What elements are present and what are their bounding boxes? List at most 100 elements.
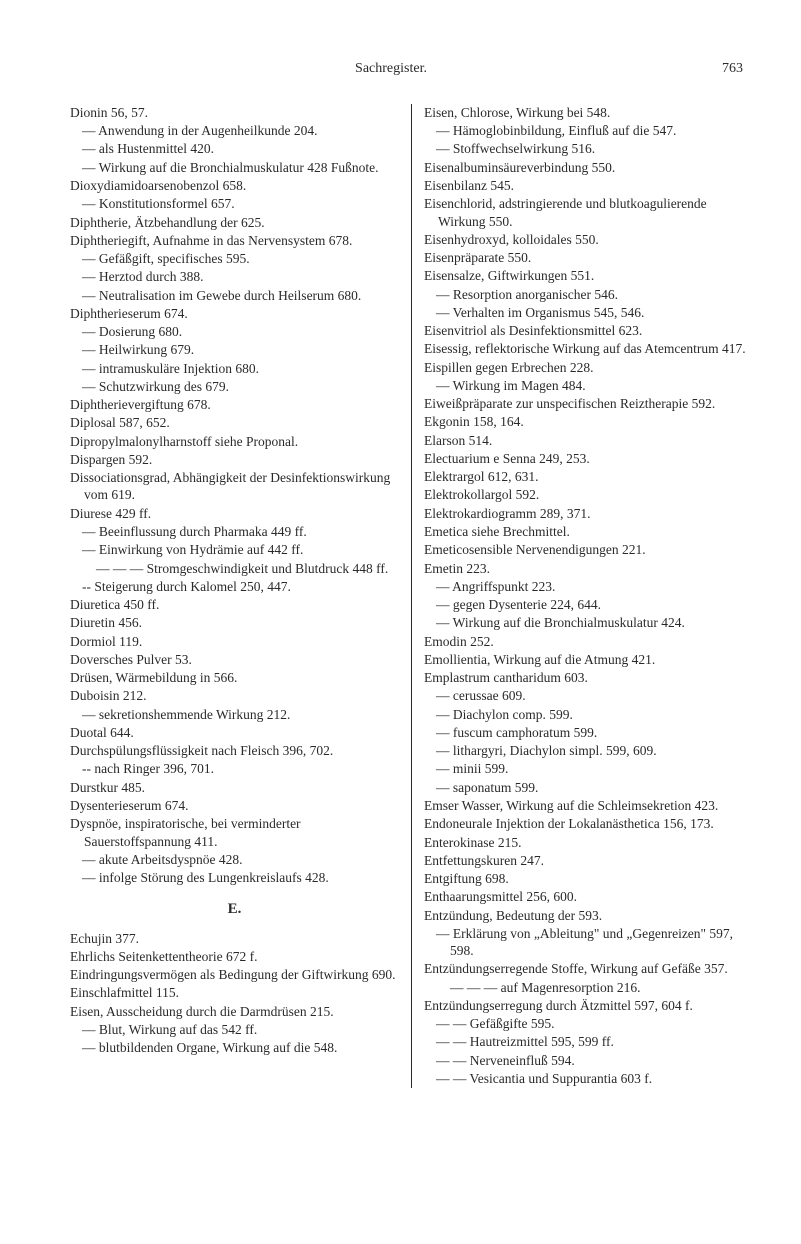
index-entry: — — Nerveneinfluß 594. — [424, 1052, 753, 1069]
index-entry: Eisensalze, Giftwirkungen 551. — [424, 267, 753, 284]
index-entry: Diurese 429 ff. — [70, 505, 399, 522]
index-entry: Eisenpräparate 550. — [424, 249, 753, 266]
index-entry: — Diachylon comp. 599. — [424, 706, 753, 723]
index-entry: — Schutzwirkung des 679. — [70, 378, 399, 395]
index-entry: Entzündungserregende Stoffe, Wirkung auf… — [424, 960, 753, 977]
index-entry: Dipropylmalonylharnstoff siehe Proponal. — [70, 433, 399, 450]
index-entry: Durstkur 485. — [70, 779, 399, 796]
index-entry: — minii 599. — [424, 760, 753, 777]
index-entry: — infolge Störung des Lungenkreislaufs 4… — [70, 869, 399, 886]
index-entry: — — Vesicantia und Suppurantia 603 f. — [424, 1070, 753, 1087]
index-entry: — Wirkung auf die Bronchialmuskula­tur 4… — [70, 159, 399, 176]
index-entry: — cerussae 609. — [424, 687, 753, 704]
index-entry: Emeticosensible Nervenendigungen 221. — [424, 541, 753, 558]
index-entry: — als Hustenmittel 420. — [70, 140, 399, 157]
index-entry: Entzündungserregung durch Ätzmittel 597,… — [424, 997, 753, 1014]
index-entry: Emplastrum cantharidum 603. — [424, 669, 753, 686]
index-entry: Diuretica 450 ff. — [70, 596, 399, 613]
index-entry: Dispargen 592. — [70, 451, 399, 468]
index-entry: — Stoffwechselwirkung 516. — [424, 140, 753, 157]
index-entry: — blutbildenden Organe, Wirkung auf die … — [70, 1039, 399, 1056]
index-entry: Electuarium e Senna 249, 253. — [424, 450, 753, 467]
index-entry: — Einwirkung von Hydrämie auf 442 ff. — [70, 541, 399, 558]
index-entry: Diplosal 587, 652. — [70, 414, 399, 431]
index-entry: — sekretionshemmende Wirkung 212. — [70, 706, 399, 723]
index-entry: Emetin 223. — [424, 560, 753, 577]
index-entry: — — Hautreizmittel 595, 599 ff. — [424, 1033, 753, 1050]
index-entry: — Wirkung auf die Bronchialmuskulatur 42… — [424, 614, 753, 631]
index-entry: — — — auf Magenresorption 216. — [424, 979, 753, 996]
index-entry: — intramuskuläre Injektion 680. — [70, 360, 399, 377]
index-entry: Eisessig, reflektorische Wirkung auf das… — [424, 340, 753, 357]
index-entry: Eindringungsvermögen als Bedingung der G… — [70, 966, 399, 983]
index-entry: Dysenterieserum 674. — [70, 797, 399, 814]
index-entry: — Konstitutionsformel 657. — [70, 195, 399, 212]
index-entry: — Heilwirkung 679. — [70, 341, 399, 358]
index-entry: Ekgonin 158, 164. — [424, 413, 753, 430]
index-entry: — Angriffspunkt 223. — [424, 578, 753, 595]
index-entry: Dioxydiamidoarsenobenzol 658. — [70, 177, 399, 194]
index-entry: — Resorption anorganischer 546. — [424, 286, 753, 303]
index-entry: Durchspülungsflüssigkeit nach Fleisch 39… — [70, 742, 399, 759]
index-entry: — Beeinflussung durch Pharmaka 449 ff. — [70, 523, 399, 540]
left-column: Dionin 56, 57.— Anwendung in der Augenhe… — [70, 104, 412, 1088]
index-entry: Emollientia, Wirkung auf die Atmung 421. — [424, 651, 753, 668]
index-entry: Einschlafmittel 115. — [70, 984, 399, 1001]
index-entry: Elarson 514. — [424, 432, 753, 449]
index-entry: — akute Arbeitsdyspnöe 428. — [70, 851, 399, 868]
index-entry: — Dosierung 680. — [70, 323, 399, 340]
index-entry: — lithargyri, Diachylon simpl. 599, 609. — [424, 742, 753, 759]
index-entry: Eisenhydroxyd, kolloidales 550. — [424, 231, 753, 248]
index-entry: Eisen, Chlorose, Wirkung bei 548. — [424, 104, 753, 121]
index-entry: Diuretin 456. — [70, 614, 399, 631]
index-entry: Diphtherievergiftung 678. — [70, 396, 399, 413]
index-entry: Entzündung, Bedeutung der 593. — [424, 907, 753, 924]
index-entry: — — — Stromgeschwindigkeit und Blutdruck… — [70, 560, 399, 577]
index-entry: — Anwendung in der Augenheilkunde 204. — [70, 122, 399, 139]
index-entry: — Wirkung im Magen 484. — [424, 377, 753, 394]
page-title: Sachregister. — [80, 60, 702, 78]
index-entry: — Gefäßgift, specifisches 595. — [70, 250, 399, 267]
section-letter-e: E. — [70, 900, 399, 919]
index-columns: Dionin 56, 57.— Anwendung in der Augenhe… — [70, 104, 753, 1088]
index-entry: Dormiol 119. — [70, 633, 399, 650]
index-entry: Diphtherieserum 674. — [70, 305, 399, 322]
index-entry: Emodin 252. — [424, 633, 753, 650]
index-entry: — Erklärung von „Ableitung" und „Gegenre… — [424, 925, 753, 960]
index-entry: Emetica siehe Brechmittel. — [424, 523, 753, 540]
index-entry: Eisenchlorid, adstringierende und blut­k… — [424, 195, 753, 230]
index-entry: Dionin 56, 57. — [70, 104, 399, 121]
index-entry: Diphtherie, Ätzbehandlung der 625. — [70, 214, 399, 231]
index-entry: Eispillen gegen Erbrechen 228. — [424, 359, 753, 376]
index-entry: — Hämoglobinbildung, Einfluß auf die 547… — [424, 122, 753, 139]
index-entry: -- nach Ringer 396, 701. — [70, 760, 399, 777]
index-entry: Echujin 377. — [70, 930, 399, 947]
index-entry: — Verhalten im Organismus 545, 546. — [424, 304, 753, 321]
index-entry: Enterokinase 215. — [424, 834, 753, 851]
index-entry: Dissociationsgrad, Abhängigkeit der Des­… — [70, 469, 399, 504]
page-number: 763 — [722, 60, 743, 78]
index-entry: Entgiftung 698. — [424, 870, 753, 887]
index-entry: Emser Wasser, Wirkung auf die Schleim­se… — [424, 797, 753, 814]
index-entry: Elektrokollargol 592. — [424, 486, 753, 503]
index-entry: Entfettungskuren 247. — [424, 852, 753, 869]
index-entry: Eiweißpräparate zur unspecifischen Reiz­… — [424, 395, 753, 412]
index-entry: Dyspnöe, inspiratorische, bei vermin­der… — [70, 815, 399, 850]
index-entry: -- Steigerung durch Kalomel 250, 447. — [70, 578, 399, 595]
index-entry: Eisenvitriol als Desinfektionsmittel 623… — [424, 322, 753, 339]
index-entry: — Neutralisation im Gewebe durch Heilser… — [70, 287, 399, 304]
index-entry: Duotal 644. — [70, 724, 399, 741]
index-entry: Eisenalbuminsäureverbindung 550. — [424, 159, 753, 176]
index-entry: — — Gefäßgifte 595. — [424, 1015, 753, 1032]
index-entry: — Herztod durch 388. — [70, 268, 399, 285]
index-entry: Elektrokardiogramm 289, 371. — [424, 505, 753, 522]
index-entry: Duboisin 212. — [70, 687, 399, 704]
index-entry: Doversches Pulver 53. — [70, 651, 399, 668]
index-entry: Enthaarungsmittel 256, 600. — [424, 888, 753, 905]
right-column: Eisen, Chlorose, Wirkung bei 548.— Hämog… — [412, 104, 753, 1088]
index-entry: Eisen, Ausscheidung durch die Darm­drüse… — [70, 1003, 399, 1020]
index-entry: Eisenbilanz 545. — [424, 177, 753, 194]
index-entry: Elektrargol 612, 631. — [424, 468, 753, 485]
index-entry: — Blut, Wirkung auf das 542 ff. — [70, 1021, 399, 1038]
index-entry: Diphtheriegift, Aufnahme in das Nerven­s… — [70, 232, 399, 249]
